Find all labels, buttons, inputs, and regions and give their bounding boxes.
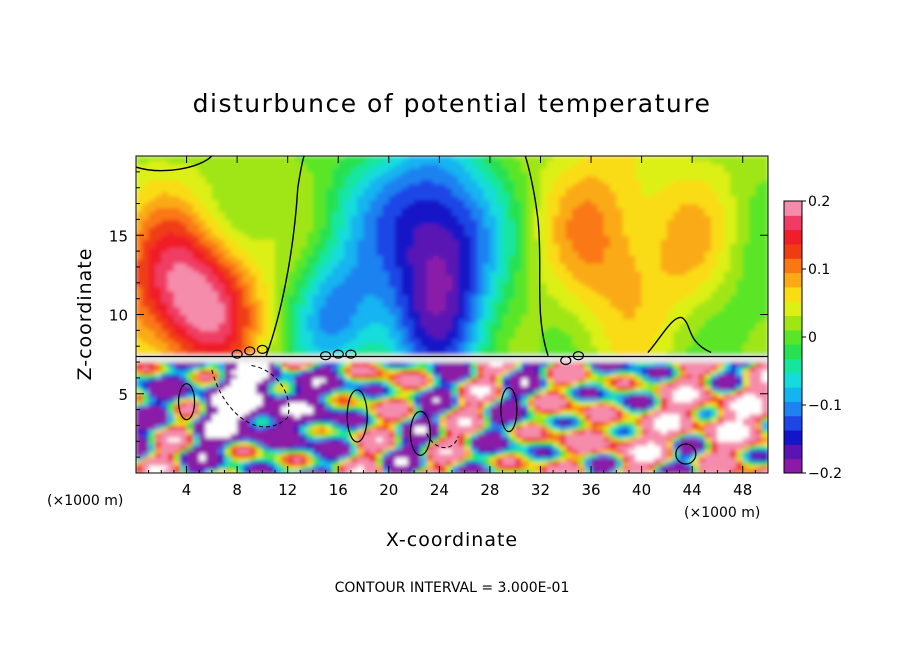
x-unit-right: (×1000 m) [684, 505, 760, 521]
colorbar-segment [784, 287, 802, 302]
y-tick-label: 10 [109, 307, 128, 325]
colorbar-tick-label: −0.2 [808, 466, 842, 482]
colorbar-segment [784, 444, 802, 459]
contour-interval-note: CONTOUR INTERVAL = 3.000E-01 [335, 580, 570, 596]
colorbar-segment [784, 416, 802, 431]
colorbar-segment [784, 230, 802, 245]
colorbar-segment [784, 330, 802, 345]
colorbar-segment [784, 373, 802, 388]
colorbar-segment [784, 387, 802, 402]
colorbar-segment [784, 316, 802, 331]
y-axis-title: Z-coordinate [74, 248, 96, 381]
x-tick-label: 24 [430, 481, 449, 499]
colorbar-segment [784, 344, 802, 359]
x-tick-label: 36 [581, 481, 600, 499]
colorbar-segment [784, 244, 802, 259]
heatmap-field [136, 156, 769, 474]
y-tick-label: 15 [109, 227, 128, 245]
colorbar-segment [784, 201, 802, 216]
x-tick-label: 48 [733, 481, 752, 499]
x-tick-label: 12 [278, 481, 297, 499]
x-tick-label: 40 [632, 481, 651, 499]
colorbar-segment [784, 401, 802, 416]
colorbar: 0.2 0.1 0 −0.1 −0.2 [784, 194, 842, 482]
x-unit-left: (×1000 m) [47, 493, 123, 509]
colorbar-segment [784, 430, 802, 445]
x-tick-label: 20 [379, 481, 398, 499]
x-tick-label: 16 [329, 481, 348, 499]
colorbar-tick-label: 0 [808, 330, 817, 346]
x-tick-label: 8 [232, 481, 242, 499]
x-tick-label: 32 [531, 481, 550, 499]
colorbar-tick-label: −0.1 [808, 398, 842, 414]
y-tick-label: 5 [118, 386, 128, 404]
colorbar-segment [784, 459, 802, 474]
colorbar-segment [784, 301, 802, 316]
x-tick-label: 4 [182, 481, 192, 499]
x-axis-title: X-coordinate [386, 529, 518, 551]
chart-title: disturbunce of potential temperature [193, 89, 712, 118]
colorbar-segment [784, 215, 802, 230]
colorbar-tick-label: 0.1 [808, 262, 830, 278]
colorbar-segment [784, 273, 802, 288]
x-tick-label: 28 [480, 481, 499, 499]
colorbar-tick-label: 0.2 [808, 194, 830, 210]
colorbar-segment [784, 258, 802, 273]
x-tick-label: 44 [683, 481, 702, 499]
colorbar-segment [784, 358, 802, 373]
